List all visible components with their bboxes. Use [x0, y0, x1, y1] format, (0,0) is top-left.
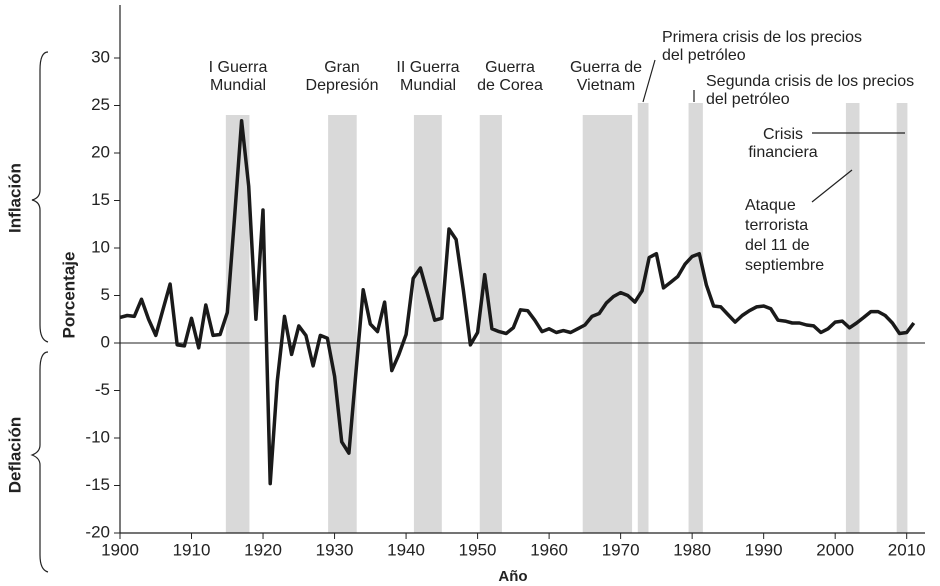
y-axis-label: Porcentaje — [59, 252, 78, 339]
bands — [225, 103, 908, 533]
period-label: Crisis — [763, 126, 803, 143]
annotation: Deflación — [5, 417, 24, 494]
period-label: Primera crisis de los precios — [662, 29, 862, 46]
x-tick-label: 2000 — [816, 540, 854, 559]
x-tick-label: 1960 — [530, 540, 568, 559]
annotation: Inflación — [5, 163, 24, 233]
period-label: Mundial — [210, 77, 266, 94]
y-tick-label: -15 — [85, 475, 110, 494]
y-tick-label: 5 — [101, 285, 110, 304]
x-tick-label: 2010 — [888, 540, 926, 559]
y-tick-label: 10 — [91, 237, 110, 256]
period-label: del 11 de — [745, 237, 810, 254]
y-tick-label: 25 — [91, 95, 110, 114]
y-tick-label: 15 — [91, 190, 110, 209]
inflation-brace — [31, 51, 49, 343]
period-label: Segunda crisis de los precios — [706, 73, 914, 90]
shaded-period — [896, 103, 908, 533]
y-tick-label: -5 — [95, 380, 110, 399]
period-label: del petróleo — [706, 91, 790, 108]
period-label: Vietnam — [577, 77, 635, 94]
period-label: Gran — [324, 59, 360, 76]
period-label: Mundial — [400, 77, 456, 94]
period-label: Depresión — [306, 77, 379, 94]
leader-line — [811, 169, 853, 203]
y-tick-label: 0 — [101, 332, 110, 351]
period-label: de Corea — [477, 77, 543, 94]
y-tick-label: 30 — [91, 47, 110, 66]
y-tick-label: 20 — [91, 142, 110, 161]
shaded-period — [413, 115, 442, 533]
x-tick-label: 1910 — [173, 540, 211, 559]
shaded-period — [845, 103, 860, 533]
period-label: Guerra de — [570, 59, 642, 76]
x-tick-label: 1940 — [387, 540, 425, 559]
shaded-period — [688, 103, 703, 533]
x-tick-label: 1970 — [602, 540, 640, 559]
shaded-period — [225, 115, 250, 533]
period-label: I Guerra — [209, 59, 268, 76]
y-tick-label: -10 — [85, 427, 110, 446]
x-tick-label: 1990 — [745, 540, 783, 559]
period-label: financiera — [748, 144, 817, 161]
x-tick-label: 1900 — [101, 540, 139, 559]
y-tick-label: -20 — [85, 522, 110, 541]
x-tick-label: 1950 — [459, 540, 497, 559]
leader-line — [642, 59, 656, 103]
inflation-line — [119, 118, 916, 486]
period-label: Guerra — [485, 59, 535, 76]
x-tick-label: 1980 — [673, 540, 711, 559]
period-label: septiembre — [745, 257, 824, 274]
x-tick-label: 1920 — [244, 540, 282, 559]
period-label: del petróleo — [662, 47, 746, 64]
shaded-period — [328, 115, 357, 533]
shaded-period — [637, 103, 649, 533]
x-tick-label: 1930 — [316, 540, 354, 559]
deflation-brace — [30, 351, 49, 573]
period-label: terrorista — [745, 217, 808, 234]
period-label: II Guerra — [396, 59, 459, 76]
x-axis-label: Año — [498, 568, 527, 585]
period-label: Ataque — [745, 197, 796, 214]
shaded-period — [582, 115, 633, 533]
